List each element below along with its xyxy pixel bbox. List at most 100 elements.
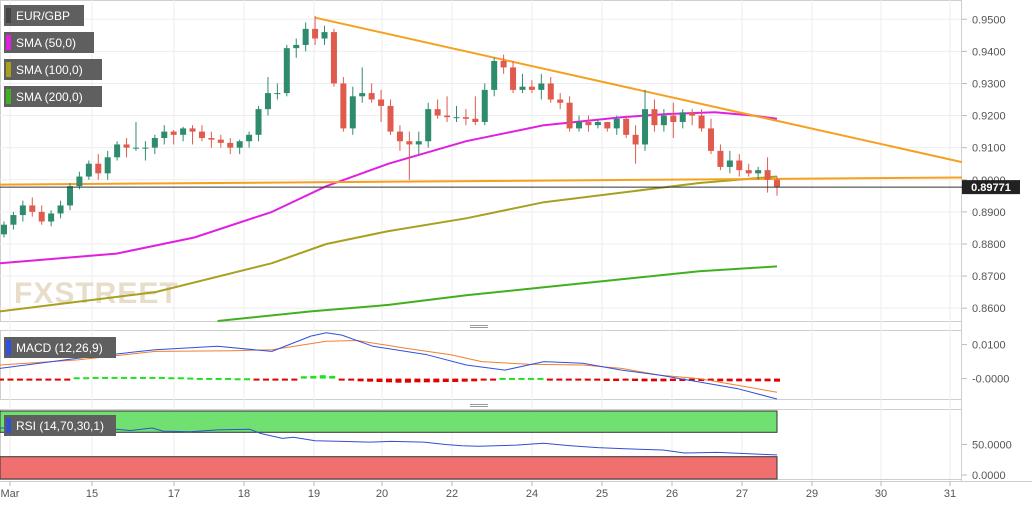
candle	[302, 22, 309, 52]
macd-histogram-bar	[414, 378, 421, 383]
candle-body	[453, 117, 460, 119]
candle	[95, 154, 102, 180]
pane-splitter-2[interactable]	[470, 404, 488, 407]
macd-histogram-bar	[45, 378, 52, 381]
legend-sma100[interactable]: SMA (100,0)	[4, 59, 102, 80]
macd-histogram-bar	[736, 378, 743, 382]
candle	[151, 134, 158, 155]
candle	[29, 197, 36, 217]
candle	[123, 138, 130, 158]
candle	[538, 73, 545, 100]
candle-body	[557, 99, 564, 103]
candle-body	[528, 86, 535, 90]
candle-body	[255, 109, 262, 135]
rsi-line	[0, 426, 778, 456]
legend-eurgbp-label: EUR/GBP	[16, 9, 70, 23]
rsi-zones	[0, 410, 778, 480]
candle-body	[538, 83, 545, 90]
macd-histogram-bar	[73, 377, 80, 380]
candle-body	[566, 102, 573, 129]
candle	[500, 54, 507, 74]
candle	[623, 115, 630, 139]
time-tick-label: 30	[875, 488, 887, 500]
price-tick-label: 0.9400	[972, 46, 1006, 58]
candle	[613, 115, 620, 135]
macd-histogram-bar	[348, 378, 355, 381]
candle	[189, 125, 196, 145]
candle	[717, 144, 724, 171]
macd-histogram-bar	[111, 376, 118, 379]
candle	[462, 109, 469, 126]
candle	[774, 176, 780, 196]
candle-body	[321, 32, 328, 39]
candle	[594, 118, 601, 129]
candle	[670, 102, 677, 139]
legend-macd-label: MACD (12,26,9)	[16, 341, 103, 355]
macd-histogram-bar	[215, 377, 222, 380]
legend-eurgbp-swatch	[6, 8, 11, 23]
candle-body	[510, 67, 517, 90]
macd-histogram-bar	[196, 377, 203, 380]
legend-eurgbp[interactable]: EUR/GBP	[4, 5, 84, 26]
candle	[236, 139, 243, 155]
candle-body	[1, 224, 7, 235]
macd-histogram-bar	[546, 378, 553, 381]
legend-sma200-swatch	[6, 89, 11, 104]
price-tick-label: 0.8800	[972, 239, 1006, 251]
macd-histogram-bar	[527, 377, 534, 380]
candle-body	[396, 131, 403, 142]
candle	[283, 44, 290, 97]
price-tick-label: 0.8600	[972, 303, 1006, 315]
legend-sma50[interactable]: SMA (50,0)	[4, 32, 94, 53]
price-axis: 0.95000.94000.93000.92000.91000.90000.89…	[962, 14, 1006, 315]
candle	[642, 89, 649, 151]
candle-body	[283, 48, 290, 94]
macd-histogram-bar	[386, 378, 392, 383]
macd-panel-frame	[0, 330, 962, 400]
macd-tick-label: -0.0000	[972, 374, 1009, 386]
time-tick-label: 20	[376, 488, 388, 500]
candle	[491, 57, 498, 97]
candle	[255, 105, 262, 142]
candle-body	[698, 115, 705, 129]
pane-splitter-1[interactable]	[470, 325, 488, 328]
candle-body	[161, 131, 168, 139]
candle-body	[387, 105, 394, 132]
legend-macd[interactable]: MACD (12,26,9)	[4, 337, 116, 358]
time-tick-label: 31	[944, 488, 956, 500]
macd-histogram-bar	[329, 375, 336, 379]
macd-histogram-bar	[367, 378, 374, 382]
macd-tick-label: 0.0100	[972, 340, 1006, 352]
candle-body	[623, 118, 630, 135]
candle-body	[604, 121, 611, 129]
candle-body	[114, 144, 121, 158]
macd-histogram-bar	[650, 378, 657, 382]
legend-sma50-label: SMA (50,0)	[16, 36, 76, 50]
macd-histogram-bar	[622, 378, 629, 381]
candle-body	[594, 121, 601, 126]
candle	[359, 67, 366, 103]
macd-histogram-bar	[726, 378, 733, 382]
candle-body	[717, 150, 724, 167]
macd-histogram-bar	[16, 378, 23, 381]
candle-body	[406, 141, 413, 145]
legend-rsi[interactable]: RSI (14,70,30,1)	[4, 415, 116, 436]
macd-histogram-bar	[461, 378, 468, 382]
candle-body	[736, 160, 743, 171]
macd-histogram-bar	[357, 378, 364, 382]
macd-histogram-bar	[471, 378, 478, 382]
candle	[104, 150, 111, 180]
candle-body	[415, 141, 422, 145]
candle-body	[340, 83, 347, 129]
candle	[330, 28, 337, 87]
candle	[57, 200, 64, 219]
legend-sma200[interactable]: SMA (200,0)	[4, 86, 102, 107]
macd-histogram-bar	[594, 378, 601, 381]
candle-body	[29, 205, 36, 212]
candle	[708, 118, 715, 155]
macd-histogram-bar	[272, 378, 279, 381]
price-tick-label: 0.8900	[972, 207, 1006, 219]
macd-histogram-bar	[225, 377, 232, 380]
macd-histogram-bar	[679, 378, 686, 381]
candle-body	[745, 170, 752, 174]
